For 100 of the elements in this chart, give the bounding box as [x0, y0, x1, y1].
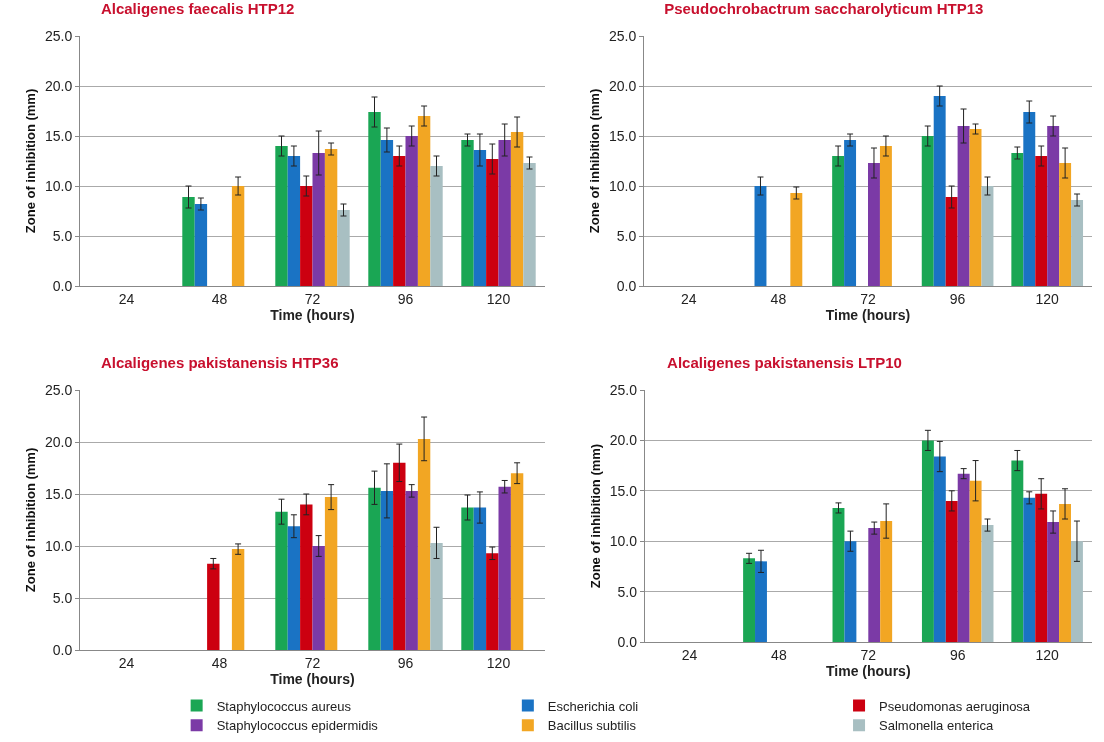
bar	[523, 163, 536, 286]
x-tick-label: 24	[681, 290, 697, 307]
bar	[300, 186, 313, 286]
bar	[921, 440, 934, 642]
bar	[300, 504, 313, 650]
bar	[287, 526, 301, 650]
bar	[945, 500, 958, 642]
bar	[1035, 493, 1048, 642]
y-tick-label: 10.0	[44, 177, 73, 194]
bar	[1023, 497, 1036, 642]
x-tick-label: 48	[211, 654, 228, 671]
bar	[417, 116, 431, 286]
bar	[393, 462, 406, 650]
bar	[832, 507, 845, 642]
y-tick-label: 0.0	[616, 277, 637, 294]
bar	[312, 546, 325, 650]
y-tick-label: 25.0	[608, 27, 637, 44]
bar	[380, 140, 394, 286]
y-tick-label: 25.0	[44, 381, 73, 398]
bar	[933, 96, 946, 286]
bar	[981, 186, 994, 286]
bar	[969, 480, 982, 642]
bar	[1011, 460, 1024, 642]
y-axis-title: Zone of inhibition (mm)	[586, 88, 602, 234]
bar	[1070, 541, 1083, 642]
x-tick-label: 24	[118, 654, 135, 671]
legend-label: Staphylococcus epidermidis	[216, 718, 379, 734]
y-tick-label: 20.0	[44, 77, 73, 94]
y-tick-label: 10.0	[609, 533, 638, 550]
bar	[393, 156, 406, 286]
x-tick-label: 48	[771, 646, 787, 663]
chart-title: Pseudochrobactrum saccharolyticum HTP13	[664, 0, 984, 17]
x-tick-label: 24	[118, 290, 135, 307]
bar	[231, 549, 245, 650]
y-tick-label: 0.0	[617, 633, 638, 650]
x-tick-label: 24	[681, 646, 698, 663]
y-tick-label: 15.0	[608, 127, 637, 144]
y-tick-label: 10.0	[44, 537, 73, 554]
bar	[275, 146, 288, 286]
bar	[868, 528, 881, 642]
x-axis-title: Time (hours)	[825, 306, 911, 323]
x-tick-label: 96	[397, 290, 414, 307]
legend-label: Staphylococcus aureus	[216, 698, 352, 714]
chart-title: Alcaligenes faecalis HTP12	[100, 0, 295, 17]
bar	[1059, 503, 1071, 642]
x-tick-label: 120	[486, 654, 511, 671]
bar	[368, 112, 381, 286]
legend-label: Salmonella enterica	[879, 718, 994, 734]
bar	[324, 497, 338, 650]
x-tick-label: 48	[211, 290, 228, 307]
y-tick-label: 0.0	[52, 277, 73, 294]
bar	[755, 561, 767, 642]
x-tick-label: 120	[1035, 290, 1060, 307]
bar	[743, 558, 756, 642]
bar	[473, 150, 487, 286]
y-tick-label: 15.0	[609, 482, 638, 499]
bar	[337, 210, 350, 286]
y-tick-label: 20.0	[44, 433, 73, 450]
bar	[194, 204, 208, 286]
y-tick-label: 25.0	[609, 381, 638, 398]
x-tick-label: 72	[860, 646, 877, 663]
bar	[461, 140, 474, 286]
y-tick-label: 5.0	[52, 227, 73, 244]
x-tick-label: 72	[304, 654, 321, 671]
x-tick-label: 120	[486, 290, 511, 307]
x-tick-label: 48	[770, 290, 787, 307]
bar	[969, 129, 982, 286]
bar	[498, 486, 511, 650]
bar	[957, 473, 970, 642]
y-tick-label: 20.0	[608, 77, 637, 94]
bar	[405, 490, 418, 650]
bar	[287, 156, 301, 286]
x-tick-label: 72	[860, 290, 876, 307]
x-tick-label: 96	[949, 290, 966, 307]
bar	[498, 140, 511, 286]
bar	[921, 136, 934, 286]
bar	[275, 511, 288, 650]
y-tick-label: 5.0	[52, 589, 73, 606]
y-tick-label: 0.0	[52, 641, 73, 658]
y-tick-label: 5.0	[617, 583, 638, 600]
bar	[486, 553, 499, 650]
bar	[510, 473, 524, 650]
chart-title: Alcaligenes pakistanensis LTP10	[667, 354, 902, 371]
bar	[981, 525, 994, 642]
bar	[231, 186, 245, 286]
x-tick-label: 96	[397, 654, 414, 671]
x-tick-label: 72	[304, 290, 321, 307]
legend-label: Pseudomonas aeruginosa	[879, 698, 1031, 714]
bar	[486, 159, 499, 286]
legend-label: Bacillus subtilis	[547, 718, 637, 734]
x-axis-title: Time (hours)	[270, 670, 355, 687]
bar	[430, 542, 443, 650]
bar	[1023, 112, 1036, 286]
bar	[1059, 163, 1072, 286]
y-tick-label: 20.0	[609, 432, 638, 449]
bar	[510, 132, 524, 286]
bar	[790, 193, 803, 286]
bar	[1071, 200, 1084, 286]
bar	[368, 487, 381, 650]
x-axis-title: Time (hours)	[270, 306, 355, 323]
